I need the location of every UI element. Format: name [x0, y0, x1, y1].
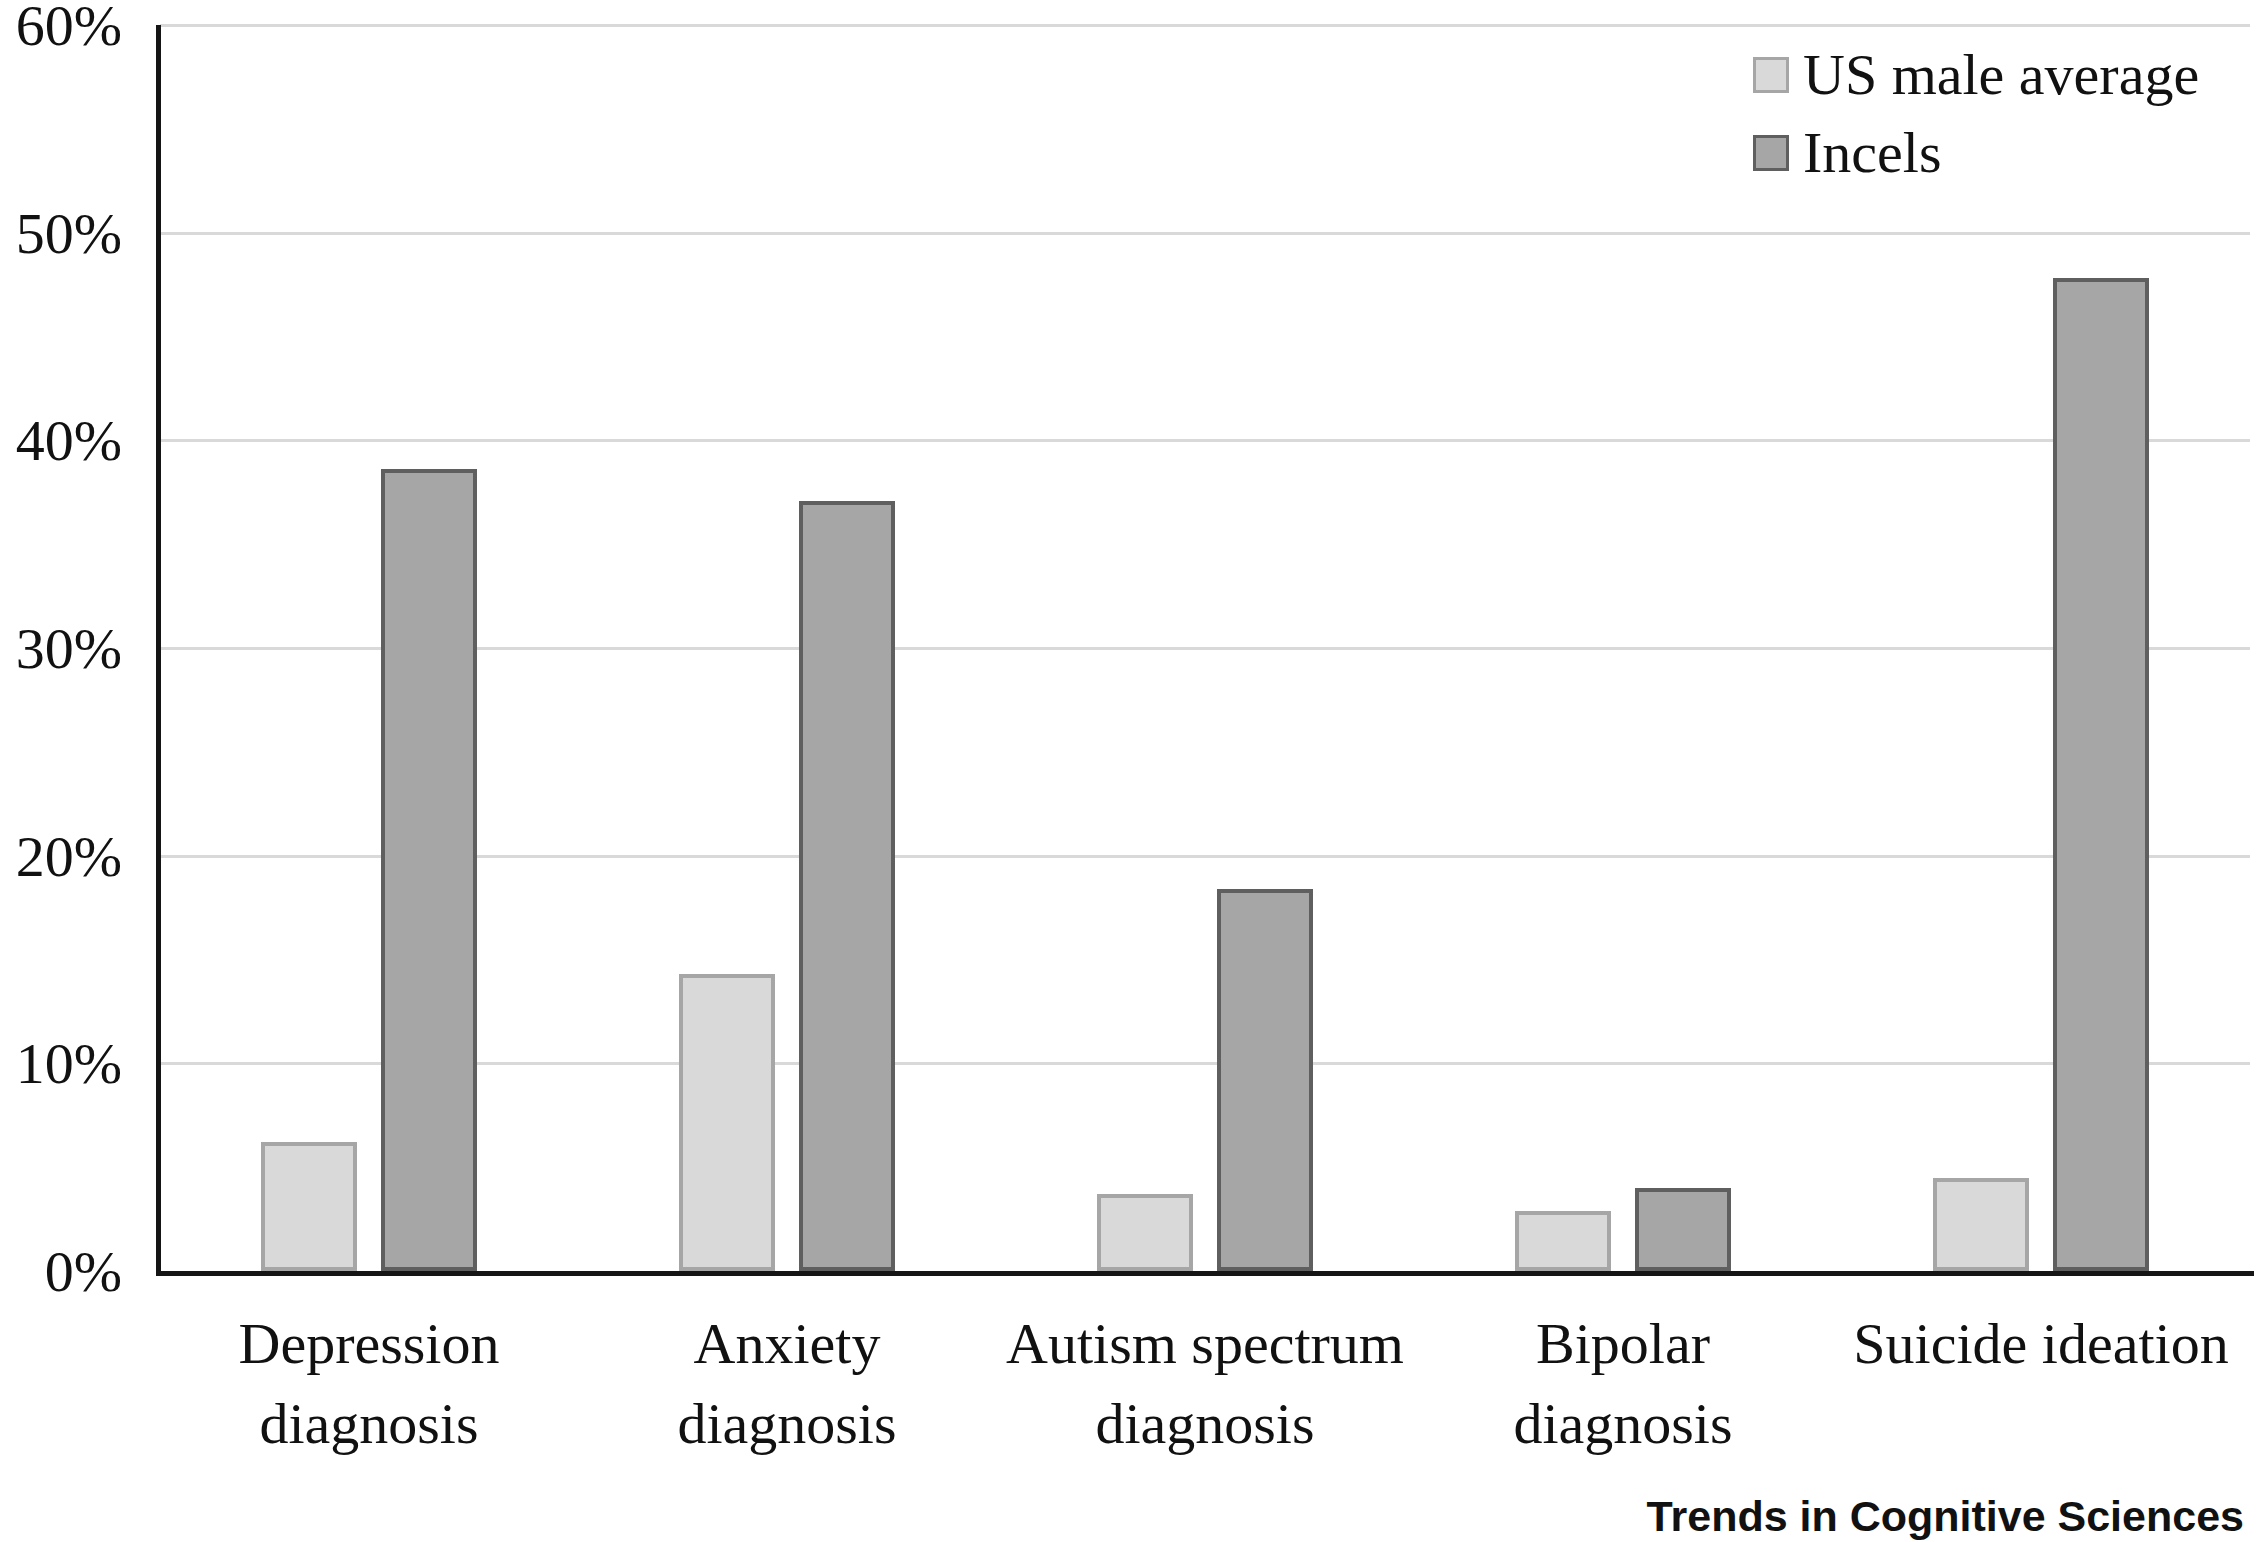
bar-autism-spectrum-diagnosis-incels — [1217, 889, 1313, 1271]
bar-autism-spectrum-diagnosis-us-male-average — [1097, 1194, 1193, 1271]
legend-item-us-male-average: US male average — [1753, 46, 2199, 104]
legend-label-incels: Incels — [1803, 124, 1942, 182]
bar-suicide-ideation-us-male-average — [1933, 1178, 2029, 1271]
bar-depression-diagnosis-us-male-average — [261, 1142, 357, 1271]
y-tick-label-40pct: 40% — [0, 410, 122, 472]
bar-depression-diagnosis-incels — [381, 469, 477, 1271]
x-axis-label-depression-diagnosis: Depressiondiagnosis — [160, 1304, 578, 1464]
bar-bipolar-diagnosis-us-male-average — [1515, 1211, 1611, 1271]
plot-area — [160, 25, 2250, 1271]
legend-swatch-incels — [1753, 135, 1789, 171]
x-axis-label-line: Suicide ideation — [1832, 1304, 2250, 1384]
y-tick-label-20pct: 20% — [0, 826, 122, 888]
x-axis-label-line: diagnosis — [1414, 1384, 1832, 1464]
bar-suicide-ideation-incels — [2053, 278, 2149, 1271]
legend-label-us-male-average: US male average — [1803, 46, 2199, 104]
y-axis-line — [156, 25, 161, 1276]
x-axis-label-autism-spectrum-diagnosis: Autism spectrumdiagnosis — [996, 1304, 1414, 1464]
x-axis-label-anxiety-diagnosis: Anxietydiagnosis — [578, 1304, 996, 1464]
bar-chart-figure: US male average Incels Trends in Cogniti… — [0, 0, 2257, 1542]
legend-item-incels: Incels — [1753, 124, 2199, 182]
x-axis-label-line: Depression — [160, 1304, 578, 1384]
y-tick-label-60pct: 60% — [0, 0, 122, 57]
bar-bipolar-diagnosis-incels — [1635, 1188, 1731, 1271]
bar-anxiety-diagnosis-us-male-average — [679, 974, 775, 1271]
x-axis-label-line: Bipolar — [1414, 1304, 1832, 1384]
x-axis-label-suicide-ideation: Suicide ideation — [1832, 1304, 2250, 1384]
bar-anxiety-diagnosis-incels — [799, 501, 895, 1271]
y-tick-label-30pct: 30% — [0, 618, 122, 680]
x-axis-label-line: diagnosis — [996, 1384, 1414, 1464]
y-tick-label-50pct: 50% — [0, 203, 122, 265]
x-axis-label-line: diagnosis — [160, 1384, 578, 1464]
journal-attribution: Trends in Cognitive Sciences — [1647, 1492, 2244, 1541]
y-tick-label-0pct: 0% — [0, 1241, 122, 1303]
x-axis-label-line: Anxiety — [578, 1304, 996, 1384]
legend: US male average Incels — [1753, 46, 2199, 182]
x-axis-label-bipolar-diagnosis: Bipolardiagnosis — [1414, 1304, 1832, 1464]
x-axis-label-line: Autism spectrum — [996, 1304, 1414, 1384]
gridline-60pct — [160, 24, 2250, 27]
gridline-40pct — [160, 439, 2250, 442]
legend-swatch-us-male-average — [1753, 57, 1789, 93]
y-tick-label-10pct: 10% — [0, 1033, 122, 1095]
x-axis-line — [156, 1271, 2254, 1276]
gridline-50pct — [160, 232, 2250, 235]
x-axis-label-line: diagnosis — [578, 1384, 996, 1464]
